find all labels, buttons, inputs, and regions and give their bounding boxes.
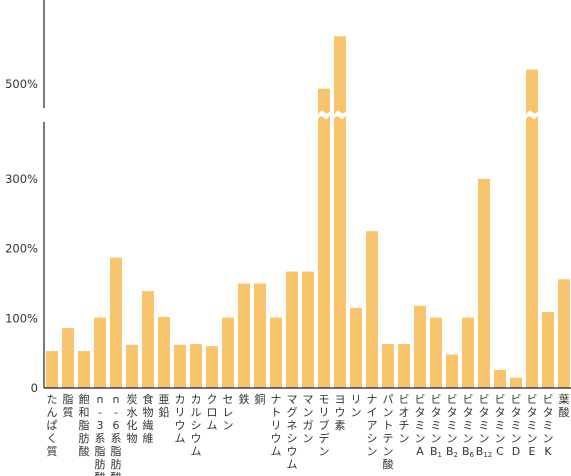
x-tick-label: マグネシウム [287,393,298,471]
y-axis-ticks: 0 100% 200% 300% 500% [5,77,38,395]
x-tick-label: ビオチン [399,393,410,445]
bar [142,291,154,388]
x-tick-label: 鉄 [239,392,250,406]
bar [414,305,426,388]
x-tick-label: ビタミン B12 [476,393,492,459]
y-tick-label: 500% [5,77,38,91]
x-tick-label: ビタミン C [495,393,506,458]
axis-break-cut [525,110,539,120]
x-tick-label: パントテン酸 [383,393,394,471]
bar [206,346,218,388]
bar [254,283,266,388]
x-tick-label: 葉酸 [559,392,570,419]
bar [238,283,250,388]
bar [46,351,58,388]
x-tick-label: 飽和脂肪酸 [79,392,90,458]
x-tick-label: モリブデン [319,393,330,458]
bar [270,317,282,388]
bar [333,36,347,388]
bar [430,317,442,388]
x-tick-label: カリウム [175,393,186,445]
bar [446,354,458,388]
bar [302,271,314,388]
x-tick-label: たんぱく質 [47,393,58,458]
bar [350,307,362,388]
bar [542,312,554,388]
axes [43,0,571,389]
x-tick-label: カルシウム [191,393,202,458]
x-tick-label: ビタミン D [511,393,522,458]
bar [110,257,122,388]
x-tick-label: ビタミン B2 [446,393,458,459]
x-tick-label: マンガン [303,393,314,445]
y-tick-label: 300% [5,172,38,186]
bar [174,344,186,388]
bar [286,271,298,388]
bar [94,317,106,388]
x-tick-label: 亜鉛 [159,393,170,419]
bar [78,351,90,388]
x-tick-label: ビタミン E [527,393,538,458]
bar [126,344,138,388]
x-tick-label: n-6系脂肪酸 [111,393,122,476]
bar [158,316,170,388]
bar [317,88,331,389]
bar [366,231,378,388]
bar [525,69,539,388]
bar [478,178,490,388]
x-tick-label: 脂質 [63,392,74,419]
bar [494,369,506,388]
bar [462,317,474,388]
bar [190,344,202,388]
bar [510,377,522,388]
x-tick-label: ビタミン K [543,393,554,458]
axis-break-cut [333,110,347,120]
x-tick-label: 炭水化物 [127,393,138,445]
x-tick-label: n-3系脂肪酸 [95,393,106,476]
x-tick-label: セレン [223,393,234,432]
y-tick-label: 0 [31,381,38,395]
axis-break-cut [317,110,331,120]
bar [222,317,234,388]
bar [382,344,394,388]
x-tick-label: クロム [207,393,218,432]
x-tick-label: リン [351,393,362,419]
bar [558,279,570,388]
x-tick-label: ナトリウム [271,393,282,458]
bar [398,344,410,388]
x-tick-label: ヨウ素 [335,393,346,432]
bars [46,36,570,389]
x-tick-label: 食物繊維 [143,392,154,445]
x-tick-label: ナイアシン [367,393,378,458]
x-tick-label: ビタミン B6 [462,393,475,459]
x-tick-label: ビタミン A [415,393,426,458]
y-tick-label: 100% [5,311,38,325]
x-tick-label: ビタミン B1 [430,393,442,459]
y-tick-label: 200% [5,242,38,256]
x-tick-label: 銅 [255,392,266,406]
bar [62,328,74,388]
